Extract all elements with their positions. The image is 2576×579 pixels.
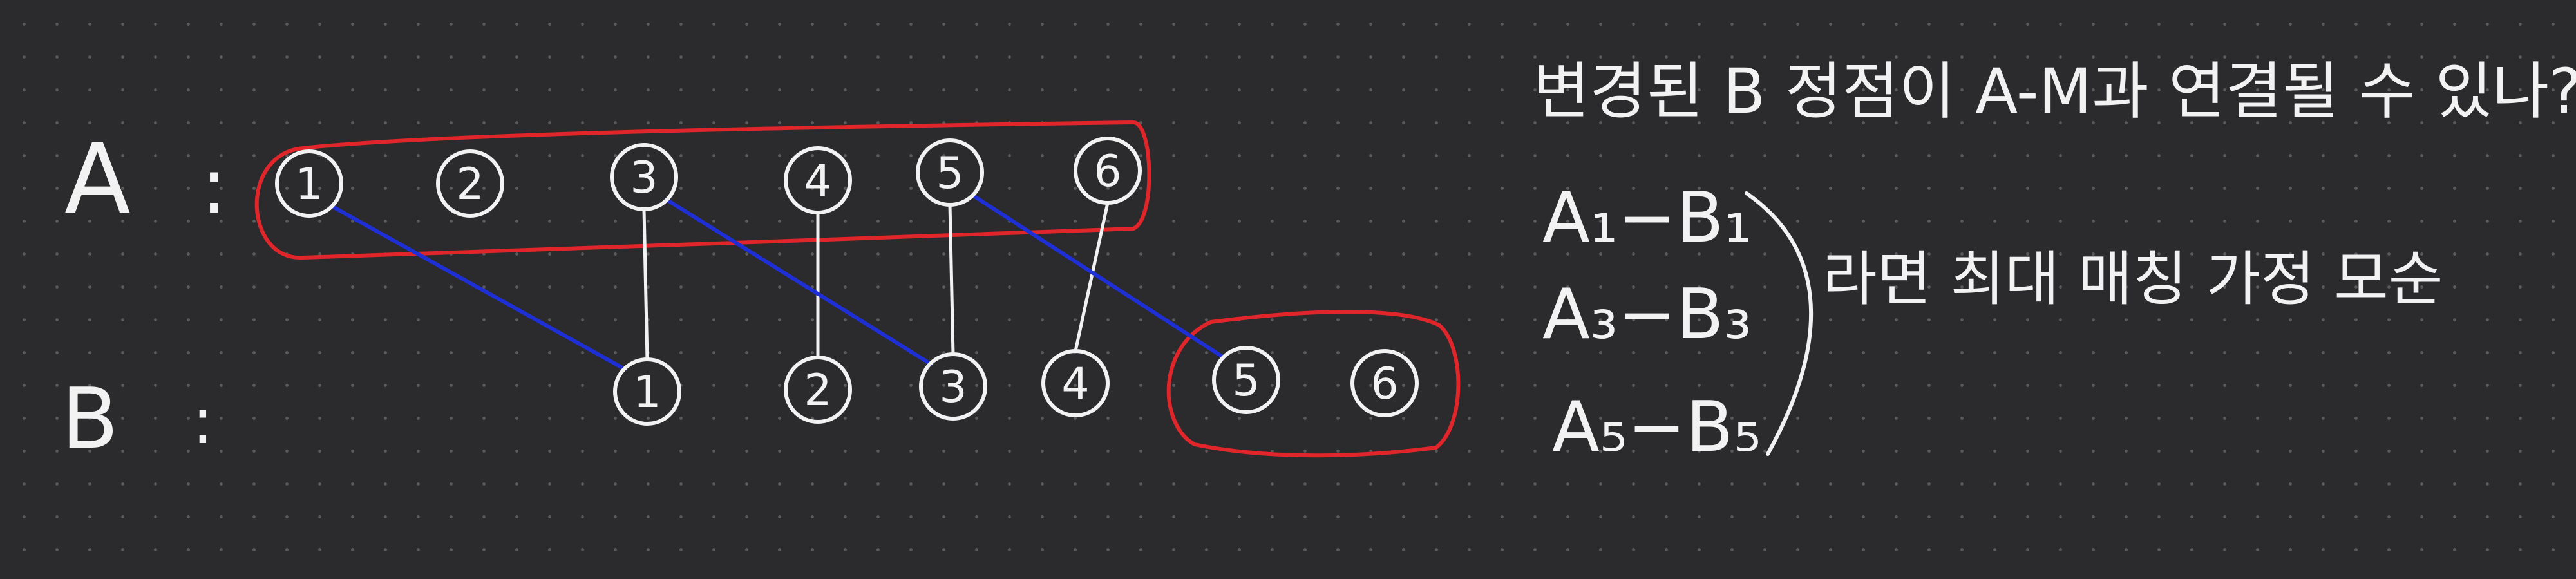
a-node-circle (275, 149, 343, 218)
a-node-circle (436, 149, 504, 218)
a-node-label: 4 (804, 156, 831, 207)
b-free-group-enclosure (1166, 310, 1461, 458)
a-node-1: 1 (275, 149, 343, 218)
edge-a3-b1 (642, 207, 649, 361)
pair-a3-b3: A₃−B₃ (1542, 274, 1752, 355)
a-node-2: 2 (436, 149, 504, 218)
b-node-circle (919, 352, 987, 421)
conclusion-text: 라면 최대 매칭 가정 모순 (1823, 245, 2443, 314)
b-node-6: 6 (1350, 349, 1419, 417)
label-a: A (64, 124, 131, 236)
a-node-circle (916, 138, 984, 207)
b-node-5: 5 (1212, 346, 1280, 414)
a-node-4: 4 (784, 146, 852, 214)
a-node-circle (610, 143, 678, 211)
matched-edge-a3-b3 (665, 198, 933, 366)
b-node-label: 4 (1061, 359, 1089, 410)
label-a-colon: : (201, 142, 227, 231)
question-text: 변경된 B 정점이 A-M과 연결될 수 있나? (1533, 55, 2576, 128)
b-node-circle (613, 357, 681, 426)
b-node-label: 5 (1232, 356, 1260, 406)
b-node-circle (1350, 349, 1419, 417)
b-node-label: 1 (633, 367, 661, 418)
label-b-colon: : (192, 383, 214, 459)
edge-a5-b3 (948, 203, 955, 356)
b-node-2: 2 (784, 356, 852, 424)
a-node-label: 1 (295, 159, 323, 210)
b-node-4: 4 (1041, 349, 1110, 417)
b-node-label: 2 (804, 365, 831, 416)
pair-a5-b5: A₅−B₅ (1552, 387, 1761, 468)
b-node-label: 6 (1370, 359, 1398, 410)
edge-a6-b4 (1074, 201, 1110, 353)
a-node-label: 6 (1094, 146, 1121, 197)
a-node-6: 6 (1074, 137, 1142, 205)
a-group-enclosure (254, 120, 1151, 260)
b-node-1: 1 (613, 357, 681, 426)
a-node-circle (1074, 137, 1142, 205)
a-node-circle (784, 146, 852, 214)
a-node-label: 3 (630, 153, 658, 204)
b-node-label: 3 (939, 362, 967, 413)
label-b: B (61, 370, 118, 468)
matched-edge-a1-b1 (330, 204, 627, 371)
b-node-circle (1212, 346, 1280, 414)
pairs-bracket (1745, 191, 1814, 456)
a-node-label: 2 (456, 159, 484, 210)
b-node-circle (1041, 349, 1110, 417)
b-node-3: 3 (919, 352, 987, 421)
pair-a1-b1: A₁−B₁ (1542, 178, 1752, 258)
a-node-3: 3 (610, 143, 678, 211)
matched-edge-a5-b5 (971, 193, 1226, 359)
a-node-label: 5 (936, 148, 963, 199)
a-node-5: 5 (916, 138, 984, 207)
b-node-circle (784, 356, 852, 424)
